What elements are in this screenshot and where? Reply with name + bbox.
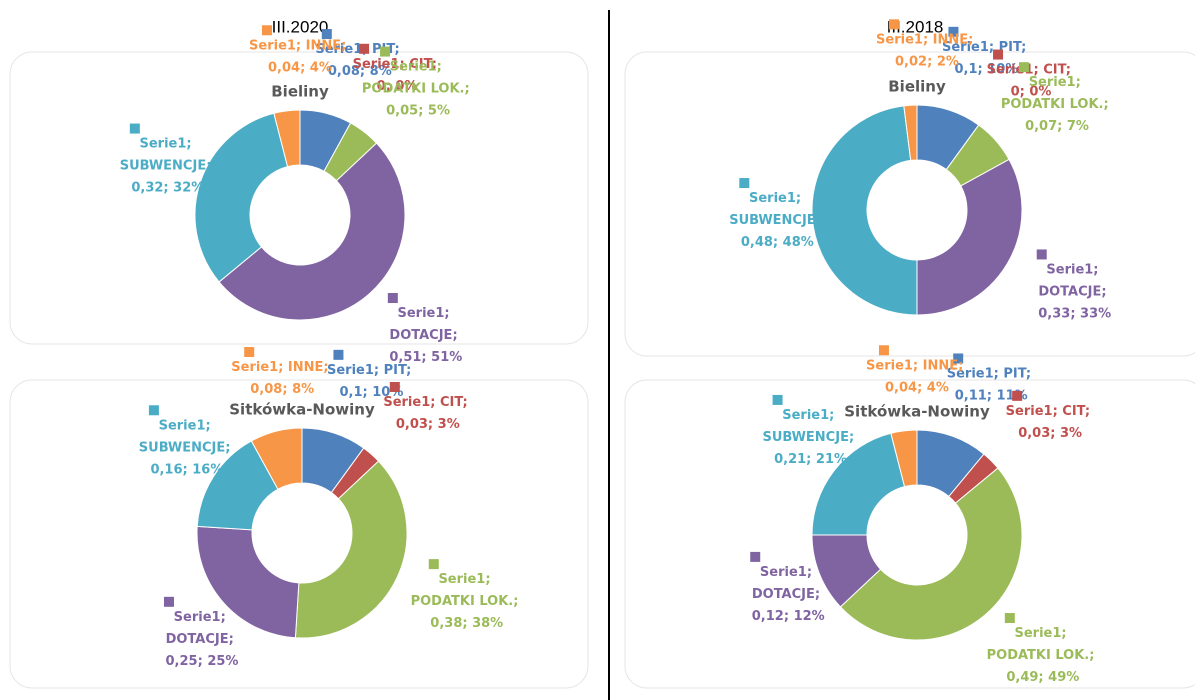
panel: [9, 51, 589, 345]
label-marker: [163, 596, 174, 607]
label-marker: [750, 551, 761, 562]
slice: [903, 104, 918, 161]
data-label: Serie1; CIT; 0,03; 3%: [383, 394, 472, 431]
label-marker: [888, 19, 899, 30]
data-label: Serie1; DOTACJE; 0,12; 12%: [752, 564, 825, 623]
slice: [273, 109, 301, 168]
data-label: Serie1; PODATKI LOK.; 0,49; 49%: [987, 626, 1099, 685]
label-marker: [953, 353, 964, 364]
data-label: Serie1; INNE; 0,04; 4%: [866, 358, 968, 395]
data-label: Serie1; PIT; 0,1; 10%: [942, 39, 1031, 76]
label-marker: [739, 178, 750, 189]
label-marker: [772, 394, 783, 405]
data-label: Serie1; INNE; 0,08; 8%: [231, 360, 333, 397]
label-marker: [387, 293, 398, 304]
data-label: Serie1; DOTACJE; 0,51; 51%: [389, 306, 462, 365]
slice: [916, 158, 1023, 316]
data-label: Serie1; INNE; 0,04; 4%: [249, 38, 351, 75]
chart-title: Sitkówka-Nowiny: [844, 403, 990, 421]
label-marker: [148, 405, 159, 416]
data-label: Serie1; CIT; 0; 0%: [353, 56, 442, 93]
slice: [250, 427, 303, 490]
column-header: III.2020: [272, 17, 329, 36]
slice: [839, 467, 1023, 641]
data-label: Serie1; CIT; 0; 0%: [987, 62, 1076, 99]
slice: [890, 429, 918, 488]
data-label: Serie1; PIT; 0,11; 11%: [947, 366, 1036, 403]
data-label: Serie1; SUBWENCJE; 0,16; 16%: [139, 418, 235, 477]
slice: [194, 112, 289, 283]
label-marker: [321, 29, 332, 40]
slice: [218, 142, 406, 321]
column-header: III.2018: [887, 17, 944, 36]
label-marker: [261, 25, 272, 36]
data-label: Serie1; PODATKI LOK.; 0,38; 38%: [411, 572, 523, 631]
label-marker: [428, 559, 439, 570]
data-label: Serie1; PODATKI LOK.; 0,05; 5%: [362, 59, 474, 118]
panel: [9, 379, 589, 689]
label-marker: [1019, 62, 1030, 73]
chart-title: Bieliny: [271, 83, 329, 101]
label-marker: [948, 26, 959, 37]
data-label: Serie1; DOTACJE; 0,25; 25%: [166, 609, 239, 668]
label-marker: [389, 381, 400, 392]
label-marker: [1036, 249, 1047, 260]
label-marker: [1004, 613, 1015, 624]
slice: [811, 432, 906, 536]
label-marker: [380, 46, 391, 57]
slice: [294, 460, 408, 639]
label-marker: [359, 43, 370, 54]
label-marker: [878, 345, 889, 356]
label-marker: [244, 347, 255, 358]
panel: [624, 379, 1195, 689]
data-label: Serie1; CIT; 0,03; 3%: [1006, 403, 1095, 440]
data-label: Serie1; SUBWENCJE; 0,21; 21%: [762, 407, 858, 466]
data-label: Serie1; PIT; 0,1; 10%: [327, 362, 416, 399]
panel: [624, 51, 1195, 357]
data-label: Serie1; INNE; 0,02; 2%: [876, 32, 978, 69]
label-marker: [129, 123, 140, 134]
data-label: Serie1; SUBWENCJE; 0,48; 48%: [729, 191, 825, 250]
data-label: Serie1; DOTACJE; 0,33; 33%: [1038, 262, 1111, 321]
data-label: Serie1; PODATKI LOK.; 0,07; 7%: [1001, 75, 1113, 134]
label-marker: [993, 49, 1004, 60]
label-marker: [333, 349, 344, 360]
slice: [196, 525, 300, 639]
data-label: Serie1; SUBWENCJE; 0,32; 32%: [120, 136, 216, 195]
chart-title: Sitkówka-Nowiny: [229, 401, 375, 419]
label-marker: [1012, 390, 1023, 401]
chart-title: Bieliny: [888, 78, 946, 96]
slice: [811, 105, 918, 316]
